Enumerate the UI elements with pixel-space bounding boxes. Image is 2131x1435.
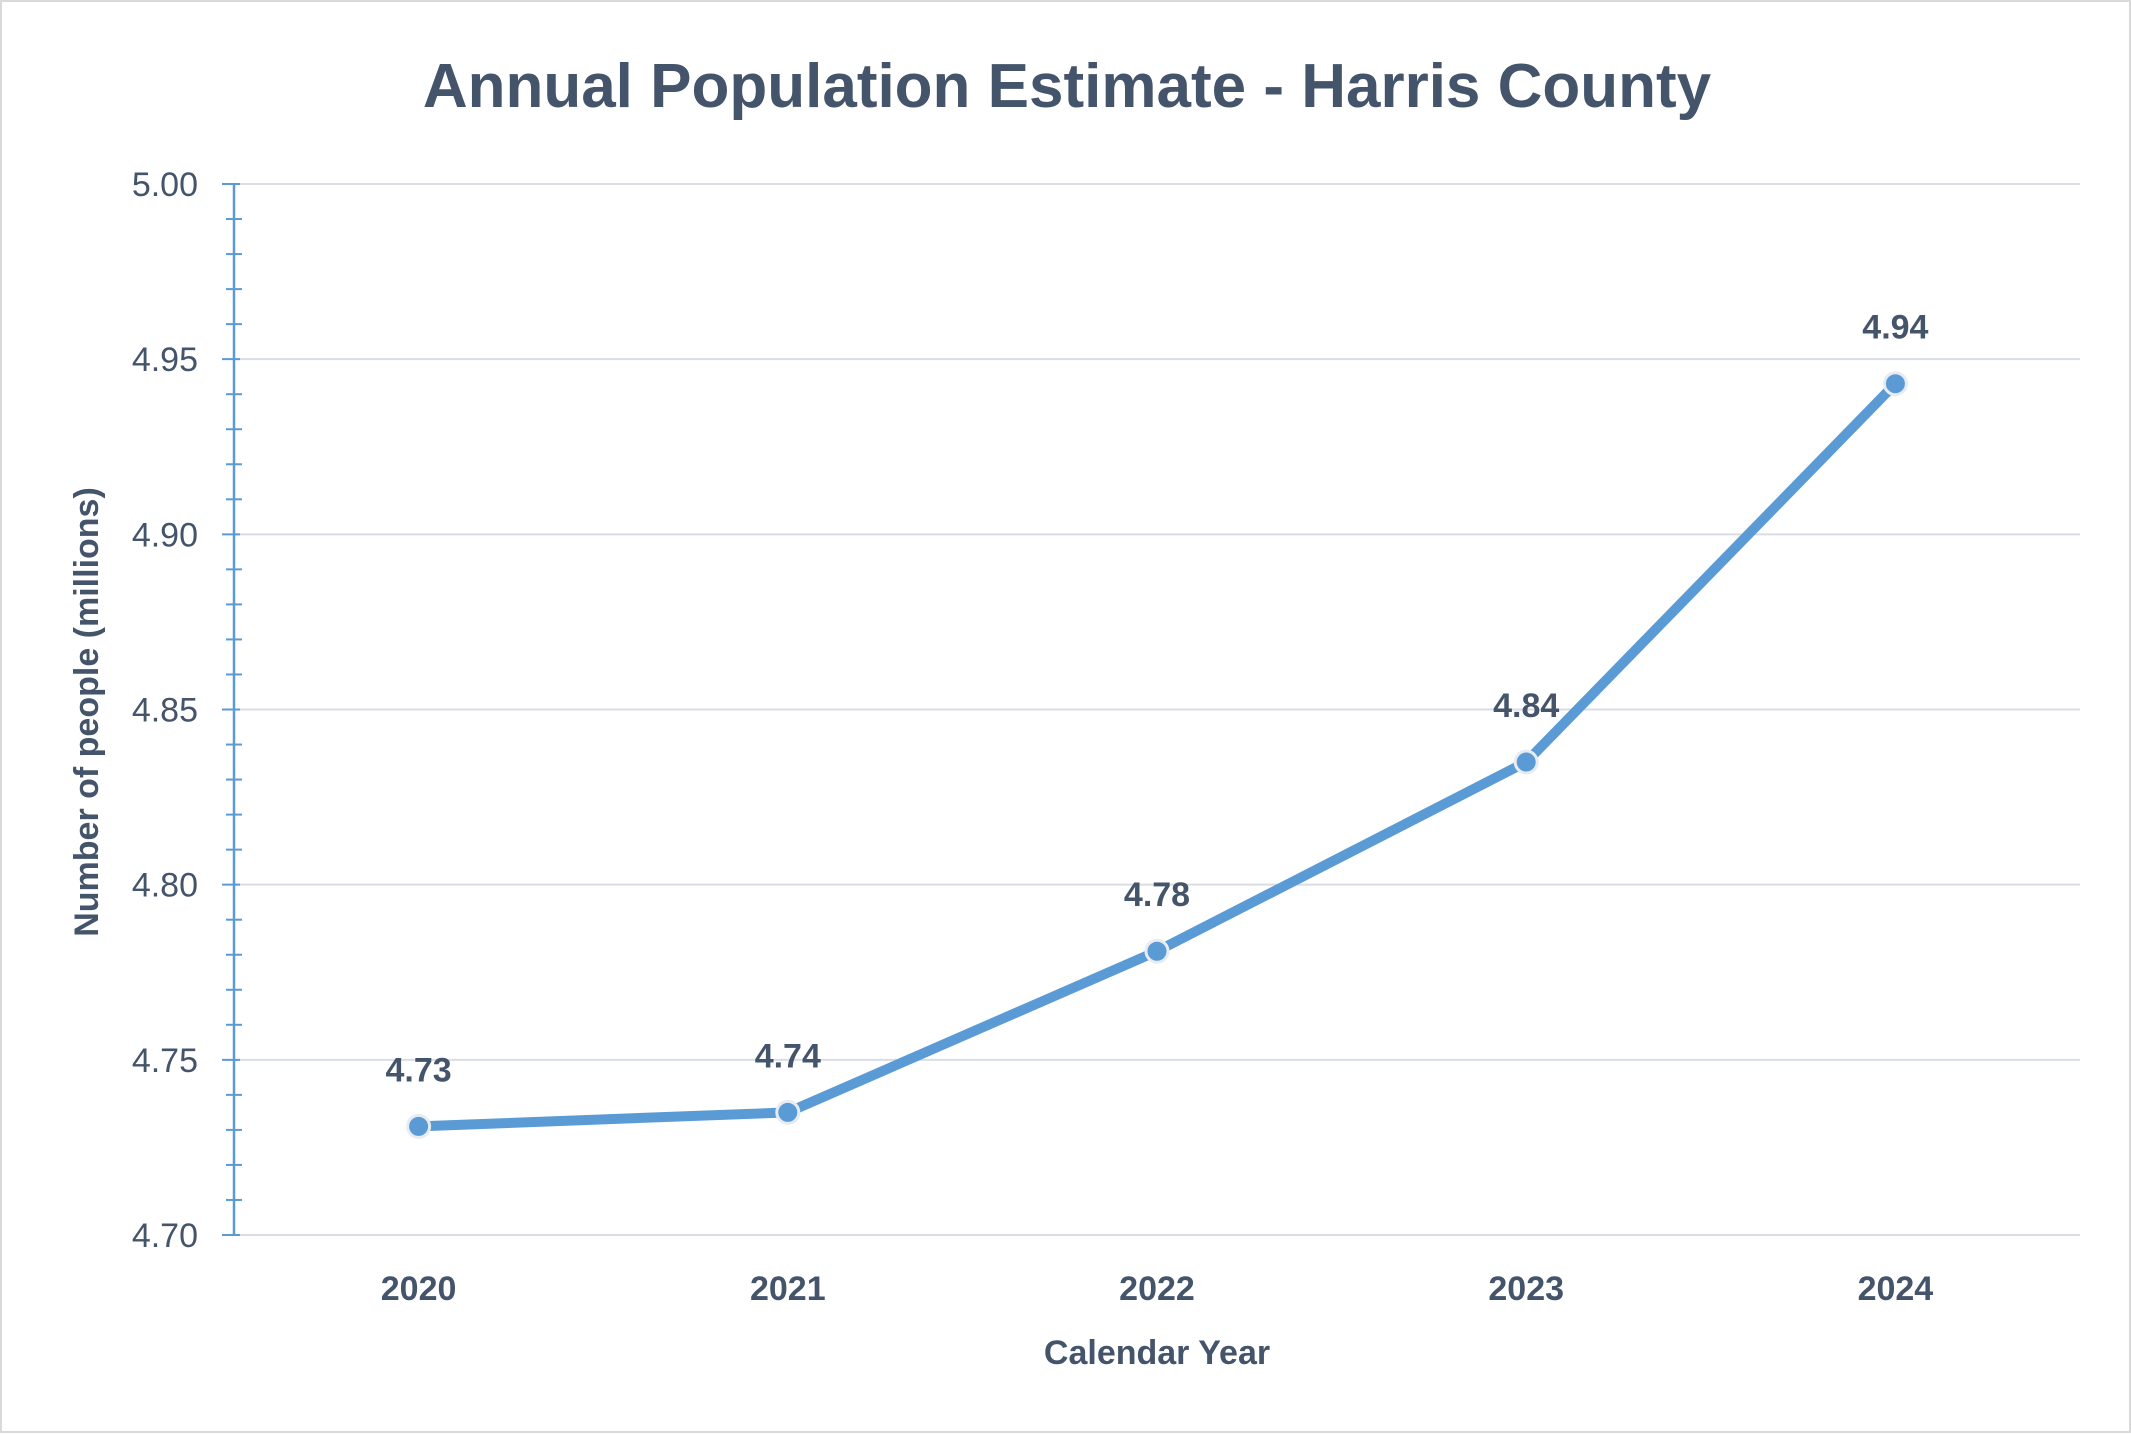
data-point-marker (1882, 371, 1908, 397)
gridlines (234, 183, 2080, 1236)
series-line (413, 378, 1901, 1132)
data-point-marker (1513, 749, 1539, 775)
series-line-layer (413, 378, 1901, 1132)
data-point-marker (1144, 938, 1170, 964)
data-label: 4.74 (755, 1037, 821, 1075)
data-label: 4.73 (386, 1051, 452, 1089)
x-tick-label: 2020 (381, 1270, 457, 1308)
y-tick-label: 4.70 (132, 1217, 198, 1255)
y-tick-labels: 4.70 4.75 4.80 4.85 4.90 4.95 5.00 (132, 166, 198, 1255)
y-tick-label: 4.75 (132, 1042, 198, 1080)
x-tick-labels: 2020 2021 2022 2023 2024 (381, 1270, 1934, 1308)
y-tick-label: 4.90 (132, 516, 198, 554)
x-tick-label: 2022 (1119, 1270, 1195, 1308)
x-tick-label: 2021 (750, 1270, 826, 1308)
y-axis-title: Number of people (millions) (68, 487, 106, 937)
x-axis-title: Calendar Year (1044, 1334, 1270, 1372)
y-tick-label: 5.00 (132, 166, 198, 204)
data-label: 4.94 (1862, 309, 1928, 347)
x-tick-label: 2024 (1858, 1270, 1934, 1308)
y-tick-label: 4.95 (132, 341, 198, 379)
data-label: 4.78 (1124, 876, 1190, 914)
data-point-marker (406, 1113, 432, 1139)
data-label: 4.84 (1493, 687, 1559, 725)
data-markers (406, 371, 1908, 1139)
y-axis (222, 183, 242, 1236)
data-labels: 4.73 4.74 4.78 4.84 4.94 (386, 309, 1929, 1090)
y-tick-label: 4.80 (132, 867, 198, 905)
y-tick-label: 4.85 (132, 692, 198, 730)
chart-title: Annual Population Estimate - Harris Coun… (423, 52, 1712, 121)
data-point-marker (775, 1099, 801, 1125)
x-tick-label: 2023 (1488, 1270, 1564, 1308)
